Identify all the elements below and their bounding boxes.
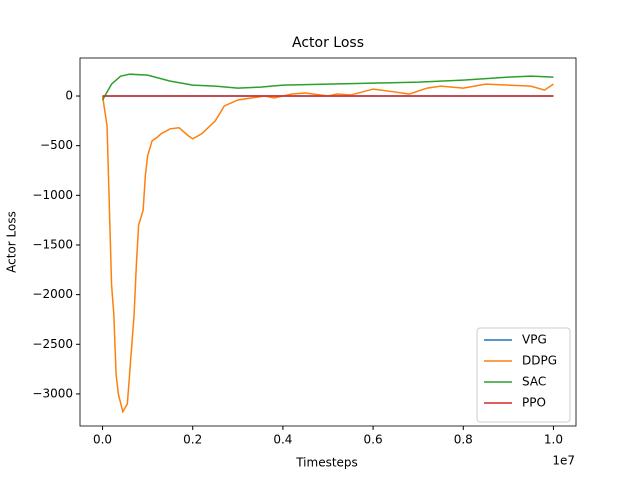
- x-tick-label: 0.6: [364, 433, 383, 447]
- y-tick-label: 0: [65, 89, 73, 103]
- x-tick-label: 0.0: [93, 433, 112, 447]
- x-tick-label: 1.0: [544, 433, 563, 447]
- y-tick-label: −3000: [32, 386, 73, 400]
- x-offset-label: 1e7: [552, 454, 575, 468]
- line-series: [101, 83, 554, 414]
- legend-label: PPO: [522, 396, 546, 410]
- y-tick-label: −1000: [32, 188, 73, 202]
- y-tick-label: −500: [40, 138, 73, 152]
- plot-frame: [79, 57, 577, 427]
- chart-title: Actor Loss: [292, 35, 364, 51]
- x-tick-label: 0.4: [273, 433, 292, 447]
- y-tick-label: −2000: [32, 287, 73, 301]
- legend-label: SAC: [522, 375, 546, 389]
- y-tick-label: −1500: [32, 237, 73, 251]
- x-axis-label: Timesteps: [295, 456, 358, 470]
- x-tick-label: 0.8: [454, 433, 473, 447]
- line-series: [101, 73, 554, 101]
- legend-label: VPG: [522, 333, 547, 347]
- legend-box: [476, 327, 571, 423]
- y-tick-label: −2500: [32, 337, 73, 351]
- y-axis-label: Actor Loss: [5, 211, 19, 273]
- x-tick-label: 0.2: [183, 433, 202, 447]
- legend-label: DDPG: [522, 354, 557, 368]
